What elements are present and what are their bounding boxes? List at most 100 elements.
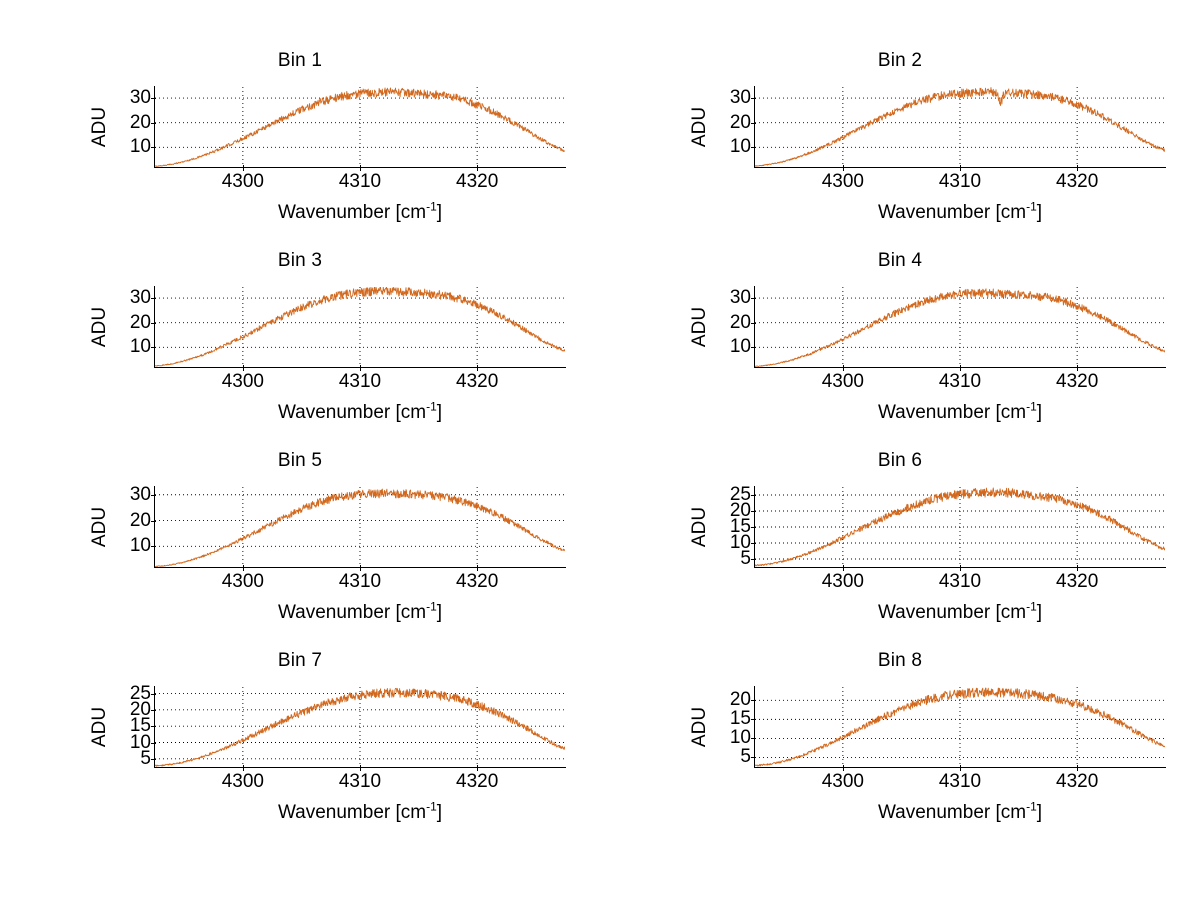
x-axis-label-bracket: ] (436, 202, 443, 223)
x-tick-labels: 4300 4310 4320 (155, 565, 565, 595)
y-tick-mark (751, 122, 756, 124)
y-tick-label: 30 (129, 483, 151, 505)
x-tick-labels: 4300 4310 4320 (755, 565, 1165, 595)
y-axis-label-text: ADU (89, 706, 110, 748)
y-tick-labels: 5 10 15 20 25 (112, 684, 156, 769)
plot-canvas (755, 287, 1165, 367)
x-tick-labels: 4300 4310 4320 (155, 765, 565, 795)
grid-lines (755, 487, 1165, 567)
y-axis-label-text: ADU (689, 706, 710, 748)
y-tick-mark (751, 700, 756, 702)
y-tick-mark (151, 742, 156, 744)
grid-lines (155, 87, 565, 167)
panel-bin-7: Bin 7 ADU 5 10 15 20 25 4300 4310 4320 Wavenumber … (0, 650, 600, 852)
panel-bin-1: Bin 1 ADU 10 20 30 4300 4310 4320 Wavenumber [cm… (0, 50, 600, 252)
y-tick-mark (751, 757, 756, 759)
y-tick-labels: 10 20 30 (712, 287, 756, 367)
x-tick-mark (960, 165, 961, 171)
x-tick-mark (477, 165, 479, 171)
x-tick-label: 4300 (221, 371, 264, 392)
y-tick-mark (151, 122, 156, 124)
x-axis-label-bracket: ] (436, 802, 443, 823)
y-axis-line (754, 86, 755, 168)
panel-bin-6: Bin 6 ADU 5 10 15 20 25 4300 4310 4320 Wavenumber … (600, 450, 1200, 652)
x-tick-mark (960, 365, 961, 371)
y-tick-mark (151, 758, 156, 760)
x-tick-label: 4310 (938, 771, 982, 792)
y-tick-label: 5 (740, 746, 751, 768)
x-axis-label-bracket: ] (1036, 202, 1043, 223)
spectrum-curve (755, 289, 1165, 367)
y-tick-label: 20 (729, 111, 751, 133)
x-axis-label-main: Wavenumber [cm (877, 402, 1027, 423)
plot-canvas (155, 487, 565, 567)
y-tick-mark (151, 494, 156, 496)
y-tick-mark (751, 347, 756, 349)
y-tick-label: 20 (129, 509, 151, 531)
y-tick-labels: 10 20 30 (112, 483, 156, 567)
y-tick-label: 10 (729, 336, 751, 358)
x-axis-label: Wavenumber [cm-1] (100, 399, 620, 424)
spectrum-curve (155, 688, 565, 766)
y-tick-label: 5 (740, 548, 751, 569)
plot-area (154, 286, 566, 368)
y-tick-label: 10 (129, 136, 151, 158)
y-tick-mark (151, 322, 156, 324)
panel-title: Bin 5 (277, 450, 323, 471)
y-tick-mark (751, 559, 756, 560)
y-tick-mark (751, 98, 756, 100)
x-tick-mark (1077, 365, 1079, 371)
x-tick-mark (1077, 565, 1079, 571)
panel-bin-5: Bin 5 ADU 10 20 30 4300 4310 4320 Wavenumber [cm… (0, 450, 600, 652)
spectrum-curve (755, 88, 1165, 167)
x-tick-label: 4320 (1056, 171, 1099, 192)
x-tick-label: 4310 (338, 571, 382, 592)
spectrum-curve (155, 88, 565, 167)
x-tick-mark (360, 765, 361, 771)
y-tick-label: 20 (129, 698, 151, 720)
plot-canvas (755, 87, 1165, 167)
x-axis-label-main: Wavenumber [cm (877, 802, 1027, 823)
x-tick-label: 4320 (1056, 371, 1099, 392)
y-tick-mark (751, 738, 756, 740)
x-tick-label: 4310 (938, 371, 982, 392)
grid-lines (755, 87, 1165, 167)
x-axis-label-exponent: -1 (426, 399, 437, 414)
x-tick-mark (242, 365, 244, 371)
plot-area (154, 86, 566, 168)
y-tick-label: 25 (729, 484, 751, 505)
spectrum-curve (755, 488, 1165, 566)
y-tick-label: 10 (129, 731, 151, 753)
y-tick-mark (151, 693, 156, 695)
y-tick-label: 20 (729, 500, 751, 521)
x-tick-mark (242, 565, 244, 571)
plot-canvas (755, 687, 1165, 767)
y-axis-label-text: ADU (689, 106, 710, 148)
x-tick-label: 4320 (456, 771, 499, 792)
x-axis-label: Wavenumber [cm-1] (100, 801, 620, 824)
x-tick-label: 4300 (821, 571, 864, 592)
y-tick-label: 5 (140, 747, 151, 769)
x-axis-label-main: Wavenumber [cm (877, 202, 1027, 223)
y-axis-label-text: ADU (689, 506, 710, 548)
x-tick-label: 4300 (821, 771, 864, 792)
x-tick-labels: 4300 4310 4320 (755, 765, 1165, 795)
x-tick-labels: 4300 4310 4320 (155, 365, 565, 395)
grid-lines (155, 687, 565, 767)
x-tick-mark (477, 565, 479, 571)
y-tick-mark (751, 511, 756, 512)
y-axis-line (754, 286, 755, 368)
y-tick-mark (751, 322, 756, 324)
y-tick-mark (151, 347, 156, 349)
x-axis-label: Wavenumber [cm-1] (100, 201, 620, 224)
panel-title: Bin 6 (877, 450, 923, 471)
y-tick-mark (751, 298, 756, 300)
y-axis-label-text: ADU (89, 106, 110, 148)
x-axis-label-main: Wavenumber [cm (877, 602, 1027, 623)
y-tick-label: 15 (129, 715, 151, 737)
y-tick-labels: 5 10 15 20 (712, 687, 756, 768)
grid-lines (755, 687, 1165, 767)
y-tick-mark (751, 543, 756, 544)
panel-title: Bin 3 (277, 250, 323, 271)
plot-canvas (755, 487, 1165, 567)
